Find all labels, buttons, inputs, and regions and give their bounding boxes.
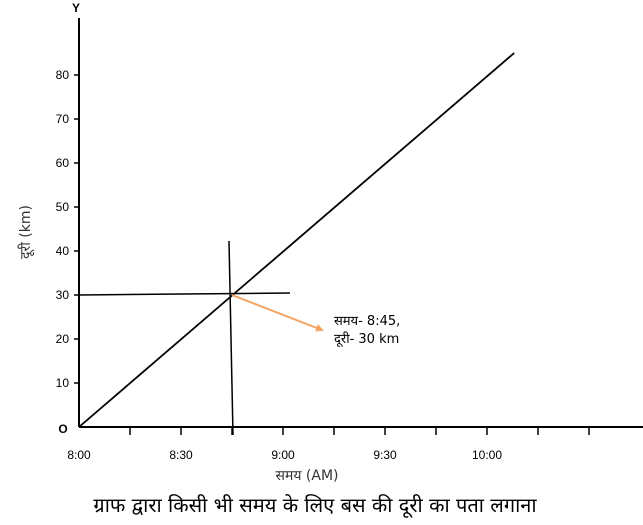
origin-label: O (58, 422, 67, 436)
horizontal-guide-line (78, 292, 291, 296)
guide-lines (78, 240, 291, 436)
annotation-line-distance: दूरी- 30 km (334, 331, 399, 347)
x-tick-label: 9:30 (373, 448, 397, 462)
chart-caption: ग्राफ द्वारा किसी भी समय के लिए बस की दू… (93, 493, 537, 518)
series (78, 52, 515, 428)
x-ticks: 8:00 8:30 9:00 9:30 10:00 (67, 427, 590, 462)
axes (78, 18, 643, 428)
x-tick-label: 8:30 (169, 448, 193, 462)
annotation-arrow (231, 294, 324, 332)
y-axis-title: दूरी (km) (17, 205, 35, 259)
y-tick-label: 60 (56, 156, 70, 170)
y-tick-label: 30 (56, 288, 70, 302)
x-tick-label: 9:00 (271, 448, 295, 462)
y-tick-label: 80 (56, 68, 70, 82)
x-tick-label: 10:00 (472, 448, 502, 462)
series-line-0 (78, 52, 515, 428)
y-tick-label: 70 (56, 112, 70, 126)
x-tick-label: 8:00 (67, 448, 91, 462)
y-tick-label: 20 (56, 332, 70, 346)
annotation (231, 294, 324, 332)
y-tick-label: 10 (56, 376, 70, 390)
vertical-guide-line (228, 240, 234, 436)
y-axis-letter: Y (72, 1, 80, 15)
annotation-line-time: समय- 8:45, (334, 314, 400, 329)
y-ticks: 10 20 30 40 50 60 70 80 (56, 68, 79, 390)
y-tick-label: 50 (56, 200, 70, 214)
y-tick-label: 40 (56, 244, 70, 258)
x-axis-title: समय (AM) (276, 468, 339, 484)
